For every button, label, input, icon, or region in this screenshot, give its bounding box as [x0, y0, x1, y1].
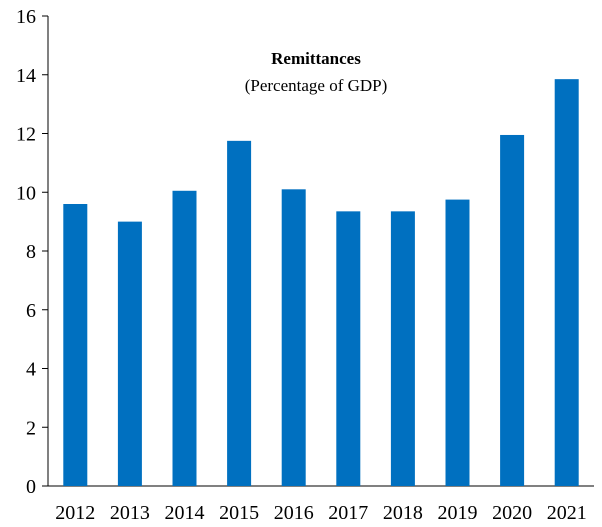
y-tick-label: 16 — [16, 6, 36, 28]
x-tick-label: 2019 — [438, 502, 478, 524]
bar-2021 — [554, 79, 579, 486]
bars — [63, 79, 579, 486]
bar-2019 — [445, 199, 470, 486]
y-tick-label: 6 — [26, 300, 36, 322]
bar-2016 — [281, 189, 306, 486]
bar-2014 — [172, 190, 197, 486]
bar-2020 — [500, 134, 525, 486]
x-ticks: 2012 2013 2014 2015 2016 2017 2018 2019 2020 2021 — [55, 502, 586, 524]
x-tick-label: 2014 — [165, 502, 205, 524]
bar-2012 — [63, 204, 88, 486]
y-tick-label: 10 — [16, 182, 36, 204]
x-tick-label: 2015 — [219, 502, 259, 524]
x-tick-label: 2013 — [110, 502, 150, 524]
x-tick-label: 2017 — [328, 502, 368, 524]
chart-subtitle: (Percentage of GDP) — [245, 76, 388, 95]
y-tick-label: 2 — [26, 417, 36, 439]
y-tick-label: 4 — [26, 359, 36, 381]
bar-2017 — [336, 211, 361, 486]
x-tick-label: 2018 — [383, 502, 423, 524]
y-tick-label: 14 — [16, 65, 36, 87]
x-tick-label: 2012 — [55, 502, 95, 524]
x-tick-label: 2021 — [547, 502, 587, 524]
y-ticks: 0 2 4 6 8 10 12 14 16 — [16, 6, 48, 498]
y-tick-label: 12 — [16, 124, 36, 146]
y-axis: 0 2 4 6 8 10 12 14 16 — [16, 6, 49, 498]
bar-2018 — [390, 211, 415, 486]
chart-title-block: Remittances (Percentage of GDP) — [245, 49, 388, 95]
x-tick-label: 2016 — [274, 502, 314, 524]
y-tick-label: 8 — [26, 241, 36, 263]
bar-2015 — [227, 140, 252, 486]
x-axis: 2012 2013 2014 2015 2016 2017 2018 2019 2020 2021 — [48, 485, 594, 524]
chart-title: Remittances — [271, 49, 361, 68]
y-tick-label: 0 — [26, 476, 36, 498]
bar-2013 — [117, 221, 142, 486]
x-tick-label: 2020 — [492, 502, 532, 524]
